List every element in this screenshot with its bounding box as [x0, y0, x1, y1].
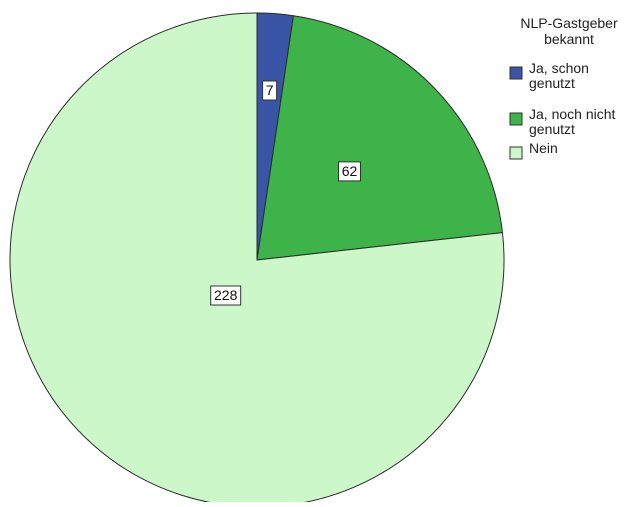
legend-item-1: Ja, schon genutzt [509, 60, 589, 91]
data-label-1: 7 [262, 80, 278, 101]
legend-swatch [509, 112, 523, 126]
data-label-text: 7 [266, 82, 274, 98]
legend-item-3: Nein [509, 140, 558, 160]
data-label-box [338, 161, 361, 182]
pie-data-labels: 7 62 228 [210, 80, 361, 306]
data-label-box [262, 80, 278, 101]
legend-label: Nein [529, 140, 558, 156]
pie-slice-3 [9, 12, 505, 507]
legend-item-2: Ja, noch nicht genutzt [509, 106, 615, 137]
data-label-2: 62 [338, 161, 361, 182]
data-label-text: 228 [214, 287, 238, 303]
data-label-box [210, 285, 242, 306]
data-label-3: 228 [210, 285, 242, 306]
legend-items: Ja, schon genutzt Ja, noch nicht genutzt Nei… [509, 60, 615, 160]
legend-swatch [509, 146, 523, 160]
legend-swatch [509, 66, 523, 80]
legend-label: Ja, noch nicht genutzt [529, 106, 615, 137]
pie-slices [9, 12, 505, 507]
pie-slice-2 [256, 15, 504, 261]
legend: NLP-Gastgeber bekannt Ja, schon genutztJa,… [509, 15, 618, 160]
legend-label: Ja, schon genutzt [529, 60, 589, 91]
data-label-text: 62 [342, 163, 358, 179]
legend-title: NLP-Gastgeber bekannt [520, 15, 618, 47]
